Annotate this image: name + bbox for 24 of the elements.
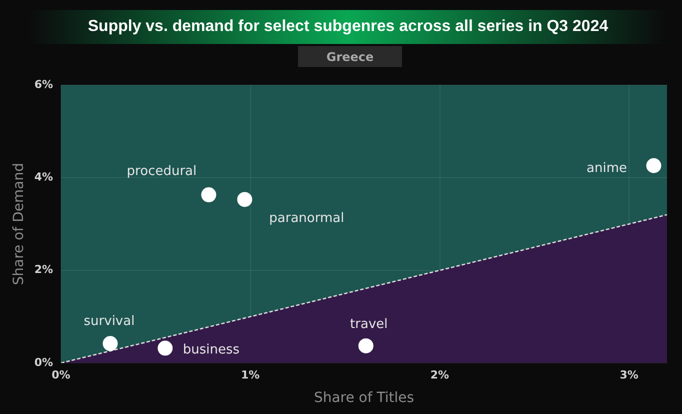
point	[358, 338, 374, 354]
point	[646, 158, 662, 174]
point	[201, 187, 216, 202]
chart-title: Supply vs. demand for select subgenres across all series in Q3 2024	[88, 18, 608, 36]
chart-subtitle: Greece	[326, 50, 374, 64]
x-tick-label: 3%	[620, 368, 638, 382]
y-tick-label: 2%	[34, 263, 53, 276]
y-tick-label: 6%	[34, 78, 53, 91]
series-label: procedural	[126, 164, 197, 180]
point	[102, 336, 118, 352]
y-tick-label: 4%	[34, 170, 53, 184]
series-label: paranormal	[269, 210, 344, 226]
series-label: anime	[586, 160, 627, 176]
y-axis-title: Share of Demand	[11, 162, 28, 286]
x-tick-label: 2%	[430, 368, 450, 382]
series-label: travel	[350, 317, 388, 332]
x-axis-title: Share of Titles	[314, 390, 414, 406]
y-tick-label: 0%	[34, 356, 53, 369]
point	[237, 192, 252, 207]
x-tick-label: 0%	[52, 368, 70, 382]
series-label: business	[182, 342, 240, 358]
series-label: survival	[84, 314, 135, 329]
x-tick-label: 1%	[241, 368, 260, 382]
point	[158, 340, 173, 356]
